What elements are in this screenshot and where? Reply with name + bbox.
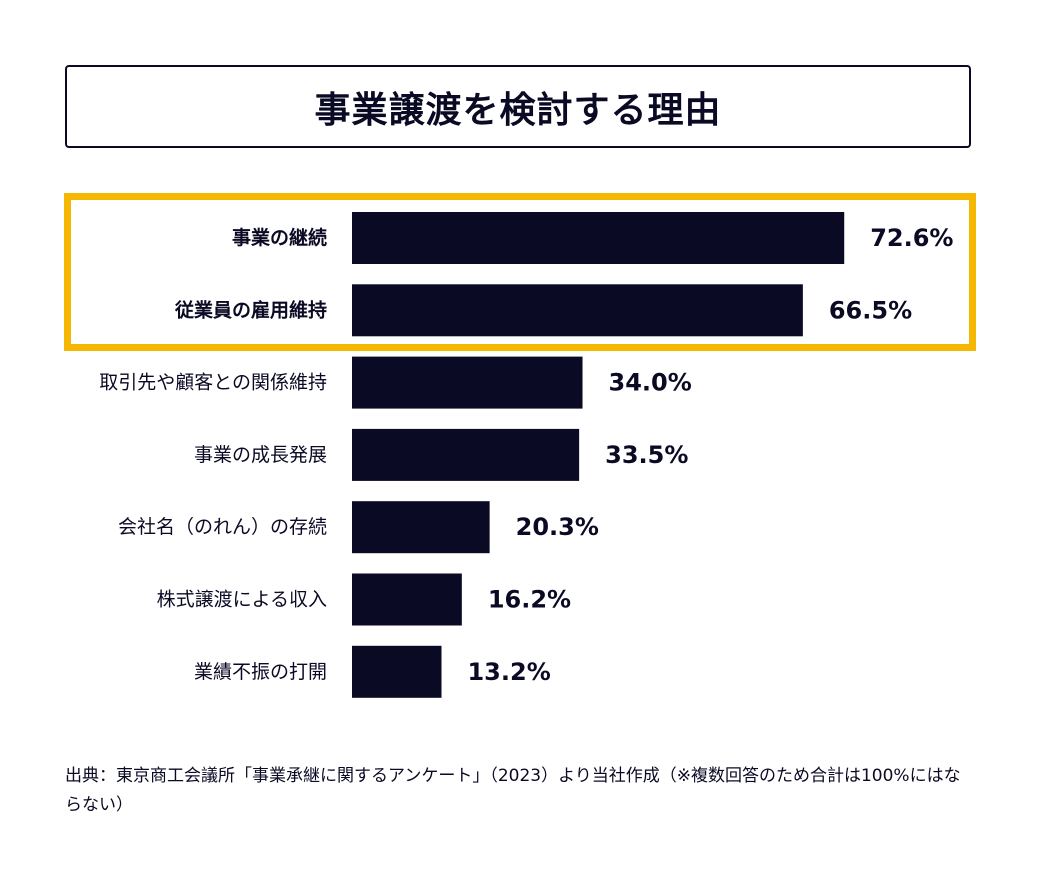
- bar: [352, 501, 490, 554]
- bar: [352, 284, 803, 337]
- bar: [352, 356, 583, 409]
- value-label: 66.5%: [829, 296, 912, 324]
- bar: [352, 428, 580, 481]
- highlight-frame: [64, 193, 976, 351]
- category-label: 取引先や顧客との関係維持: [99, 372, 327, 394]
- bar: [352, 645, 442, 698]
- bar: [352, 573, 462, 626]
- category-label: 会社名（のれん）の存続: [118, 516, 327, 538]
- value-label: 16.2%: [488, 586, 571, 614]
- category-label: 業績不振の打開: [194, 661, 327, 683]
- category-label: 事業の継続: [232, 226, 327, 249]
- bar: [352, 212, 845, 264]
- value-label: 34.0%: [609, 369, 692, 397]
- value-label: 20.3%: [516, 513, 599, 541]
- value-label: 72.6%: [870, 224, 953, 252]
- source-note: 出典：東京商工会議所「事業承継に関するアンケート」（2023）より当社作成（※複…: [65, 766, 961, 815]
- category-label: 従業員の雇用維持: [174, 298, 327, 321]
- chart-title: 事業譲渡を検討する理由: [314, 89, 722, 131]
- chart-title-box: 事業譲渡を検討する理由: [65, 65, 971, 148]
- value-label: 13.2%: [467, 658, 550, 686]
- value-label: 33.5%: [605, 441, 688, 469]
- category-label: 株式譲渡による収入: [157, 589, 327, 611]
- category-label: 事業の成長発展: [194, 444, 327, 466]
